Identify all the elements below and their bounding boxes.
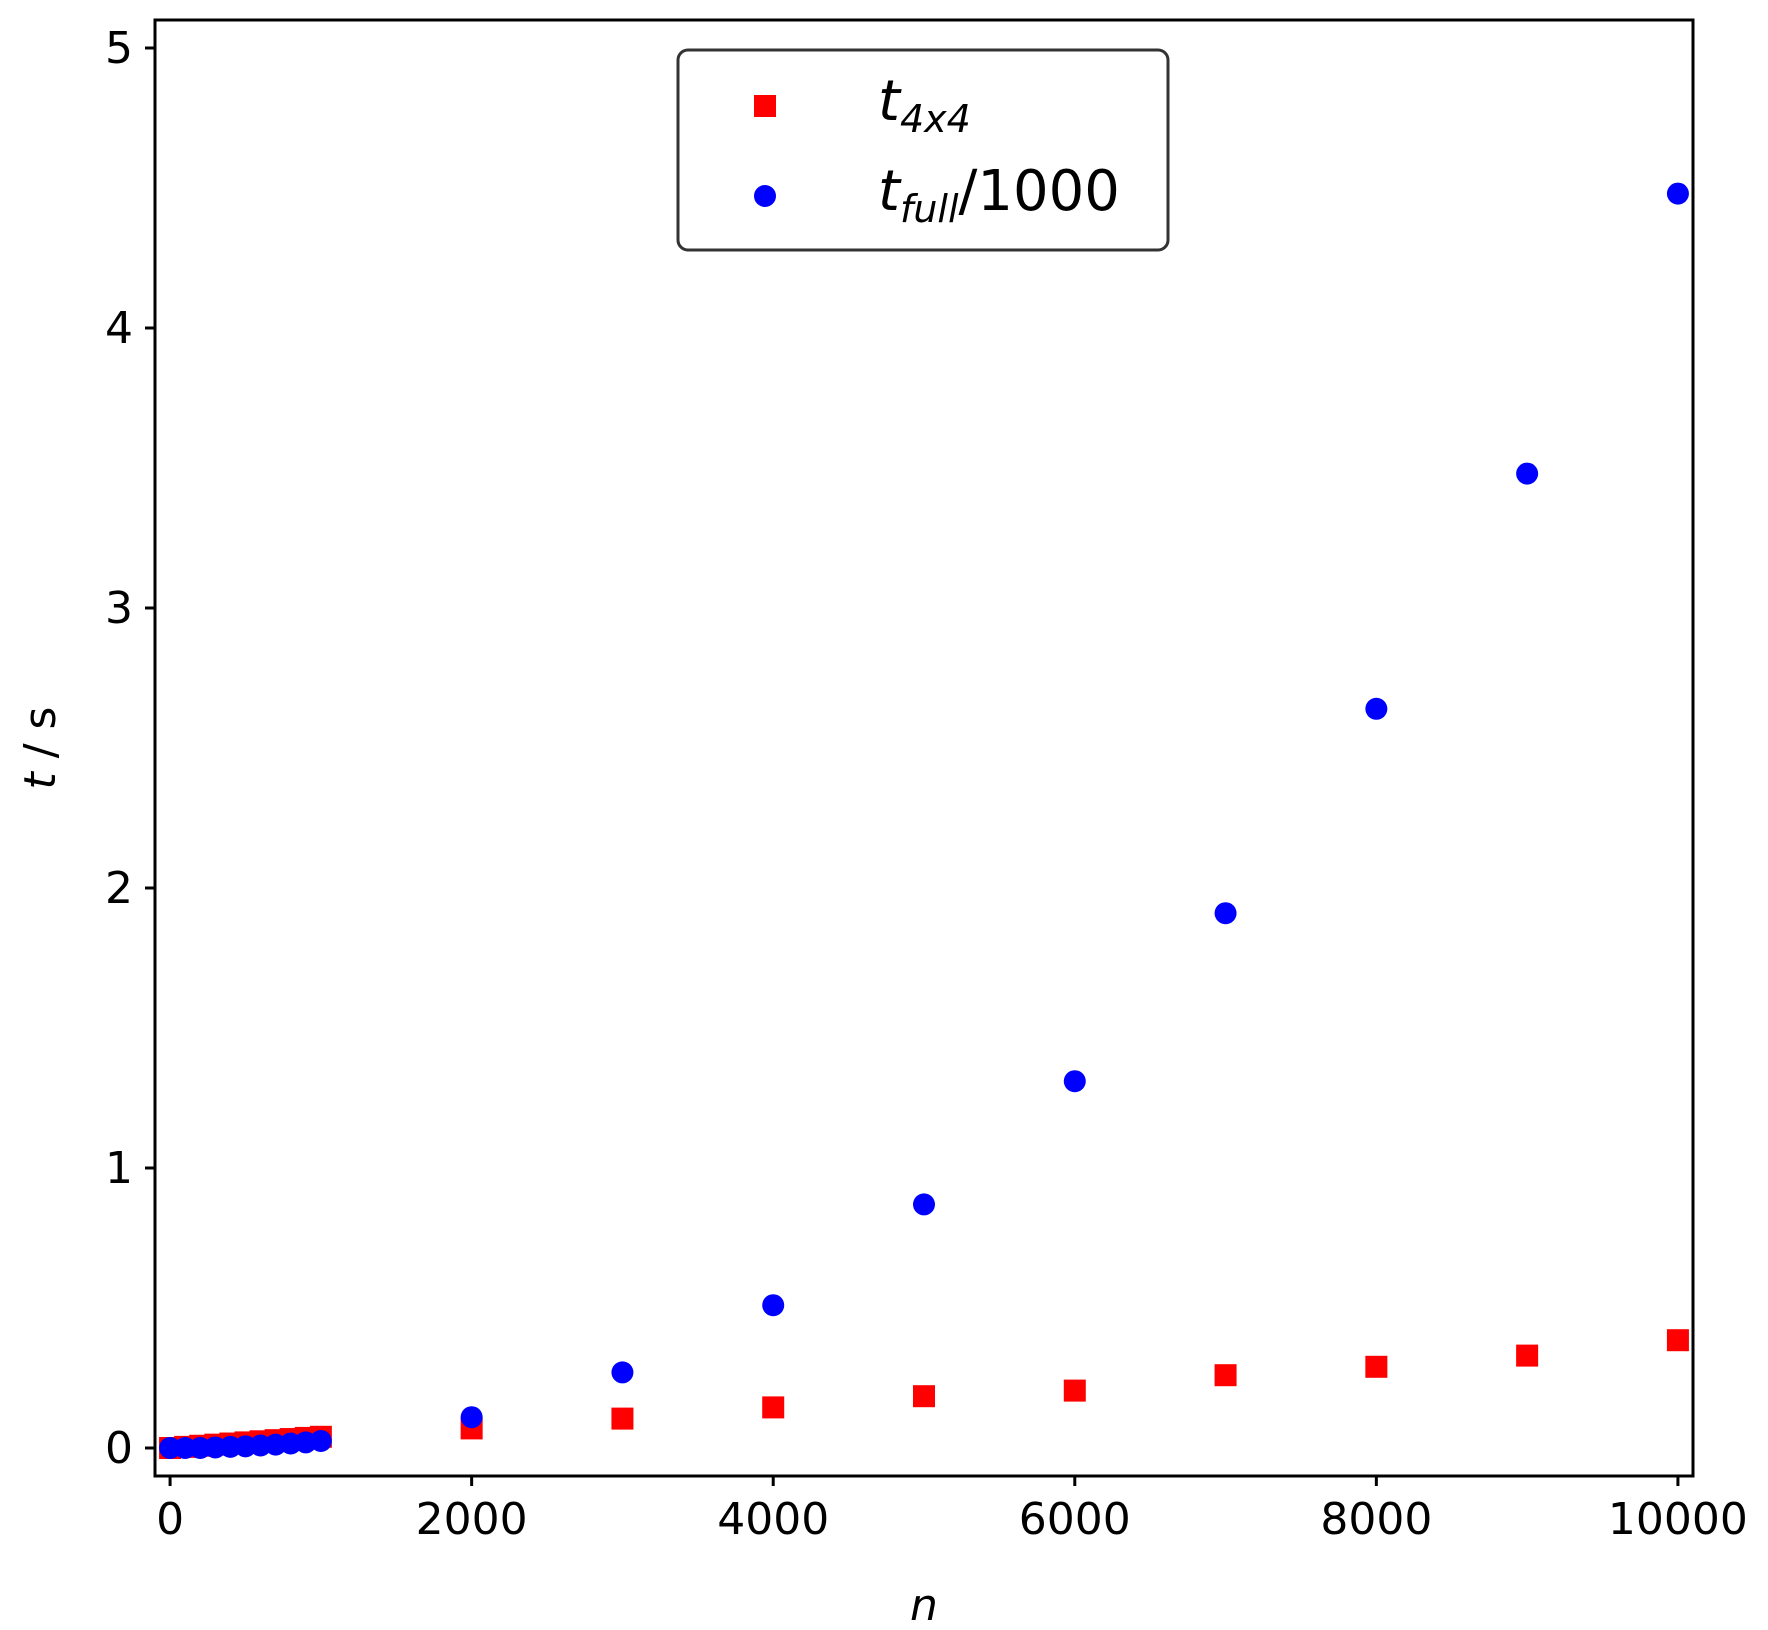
x-tick-label: 10000 xyxy=(1608,1494,1748,1545)
y-tick-label: 3 xyxy=(105,583,133,634)
y-axis-label-unit: s xyxy=(15,707,66,730)
data-points xyxy=(159,182,1689,1459)
y-tick-label: 4 xyxy=(105,303,133,354)
point-t4x4 xyxy=(1063,1379,1086,1402)
x-axis-label: n xyxy=(910,1580,938,1630)
point-t4x4 xyxy=(1516,1344,1539,1367)
x-tick-label: 0 xyxy=(156,1494,184,1545)
legend-label-t4x4-base: t xyxy=(878,69,902,134)
legend-box xyxy=(676,48,1170,252)
x-tick-label: 6000 xyxy=(1019,1494,1131,1545)
point-tfull xyxy=(1063,1070,1086,1093)
y-axis-label-variable: t xyxy=(15,771,66,790)
y-axis-label-separator: / xyxy=(15,729,66,772)
point-tfull xyxy=(1666,182,1689,205)
point-tfull xyxy=(309,1430,332,1452)
y-tick-label: 0 xyxy=(105,1423,133,1474)
point-tfull xyxy=(611,1361,634,1384)
point-tfull xyxy=(1214,902,1237,925)
y-tick-label: 2 xyxy=(105,863,133,914)
x-tick-label: 2000 xyxy=(416,1494,528,1545)
point-t4x4 xyxy=(611,1407,634,1430)
legend-label-t4x4-sub: 4x4 xyxy=(900,97,971,141)
point-t4x4 xyxy=(1214,1364,1237,1387)
x-axis-ticks: 0 2000 4000 6000 8000 10000 xyxy=(156,1476,1748,1545)
point-t4x4 xyxy=(1666,1329,1689,1352)
point-tfull xyxy=(913,1193,935,1216)
point-tfull xyxy=(1516,462,1539,485)
y-axis-label: t / s xyxy=(15,707,66,790)
point-tfull xyxy=(159,1437,182,1459)
y-tick-label: 5 xyxy=(105,23,133,74)
x-tick-label: 4000 xyxy=(717,1494,829,1545)
plot-frame xyxy=(153,18,1695,1478)
y-tick-label: 1 xyxy=(105,1143,133,1194)
point-t4x4 xyxy=(913,1385,935,1408)
legend-label-tfull-suffix: /1000 xyxy=(959,159,1120,224)
legend-label-tfull: tfull/1000 xyxy=(878,159,1120,231)
legend-label-t4x4: t4x4 xyxy=(878,69,971,141)
point-tfull xyxy=(460,1406,483,1429)
legend: t4x4 tfull/1000 xyxy=(676,48,1170,252)
point-tfull xyxy=(1365,697,1388,720)
legend-label-tfull-base: t xyxy=(878,159,902,224)
legend-marker-tfull xyxy=(754,185,776,207)
point-tfull xyxy=(174,1437,197,1459)
point-tfull xyxy=(762,1294,785,1317)
point-t4x4 xyxy=(762,1396,785,1419)
legend-label-tfull-sub: full xyxy=(900,187,959,231)
x-tick-label: 8000 xyxy=(1320,1494,1432,1545)
point-t4x4 xyxy=(1365,1355,1388,1378)
y-axis-ticks: 0 1 2 3 4 5 xyxy=(105,23,155,1474)
legend-marker-t4x4 xyxy=(754,95,776,117)
